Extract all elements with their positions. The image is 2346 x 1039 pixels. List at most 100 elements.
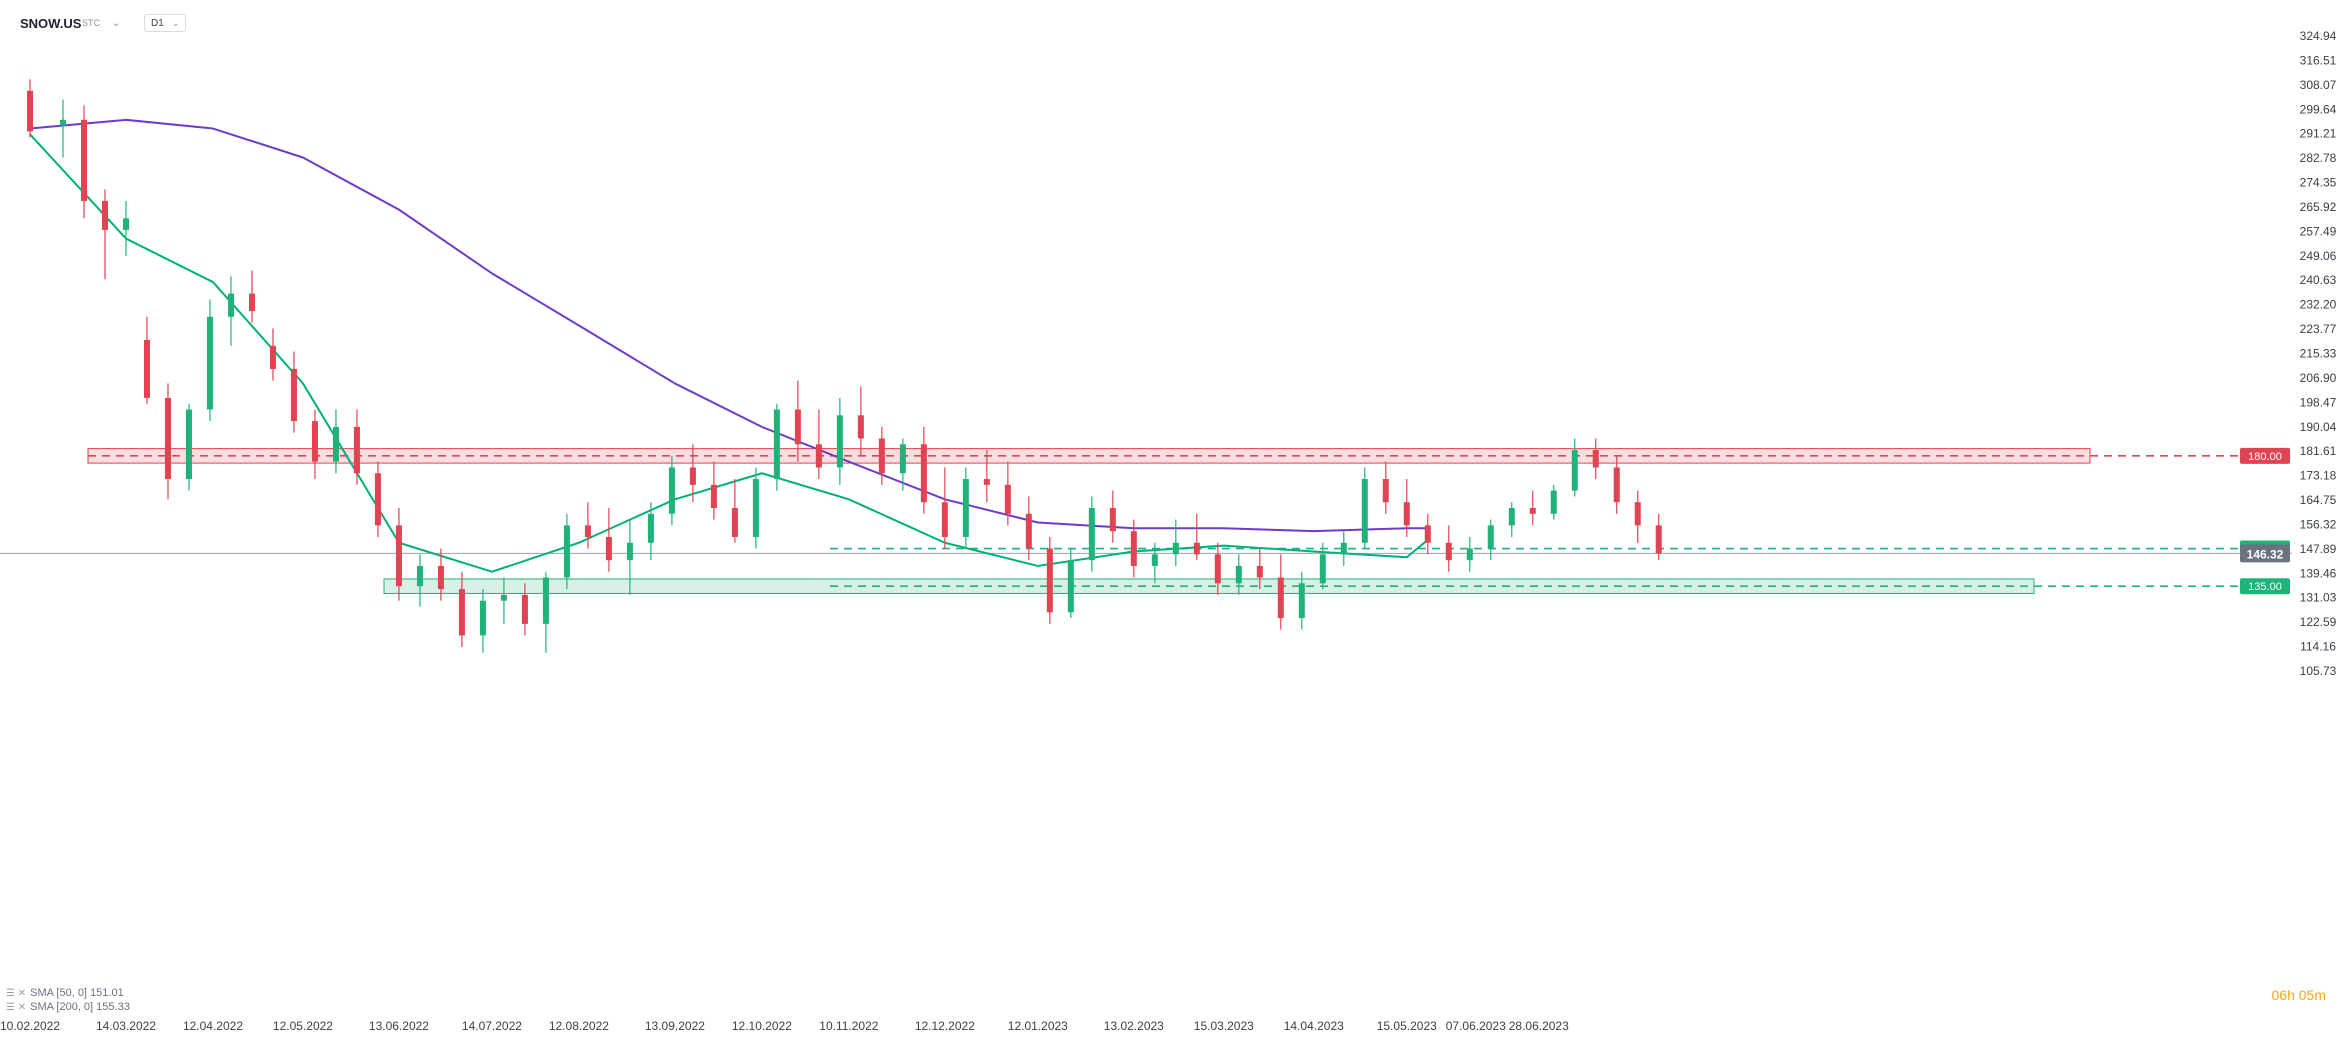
candle-body [1172,542,1179,555]
candle-body [1088,507,1095,561]
x-tick-label: 13.06.2022 [369,1019,429,1033]
y-tick-label: 274.35 [2300,176,2337,190]
x-tick-label: 12.08.2022 [549,1019,609,1033]
x-tick-label: 13.02.2023 [1104,1019,1164,1033]
candle-body [1655,525,1662,554]
data-source-selector[interactable]: STC ⌄ [82,14,120,32]
candle-body [1298,583,1305,619]
y-tick-label: 232.20 [2300,298,2337,312]
timeframe-selector[interactable]: D1 ⌄ [144,14,187,32]
y-tick-label: 240.63 [2300,273,2337,287]
candle-body [689,467,696,485]
candle-body [290,368,297,422]
candle-body [878,438,885,474]
level-badge [2240,447,2290,464]
indicator-settings-icon[interactable]: ☰ ✕ [6,1001,27,1013]
indicator-settings-icon[interactable]: ☰ ✕ [6,987,27,999]
y-tick-label: 181.61 [2300,444,2337,458]
candle-body [1151,554,1158,566]
y-tick-label: 206.90 [2300,371,2337,385]
candle-body [395,525,402,587]
chevron-down-icon: ⌄ [112,17,121,29]
y-tick-label: 147.89 [2300,542,2337,556]
legend-sma200-label: SMA [200, 0] 155.33 [30,1001,130,1013]
level-label: 135.00 [2248,581,2282,593]
y-tick-label: 122.59 [2300,615,2337,629]
candle-body [1403,502,1410,526]
candle-body [584,525,591,537]
level-badge [2240,578,2290,595]
x-tick-label: 14.07.2022 [462,1019,522,1033]
candle-body [521,594,528,624]
candle-body [1445,542,1452,561]
candle-body [710,484,717,508]
candle-body [1235,565,1242,584]
candle-body [794,409,801,445]
x-tick-label: 12.04.2022 [183,1019,243,1033]
x-tick-label: 12.10.2022 [732,1019,792,1033]
chevron-down-icon: ⌄ [171,17,180,28]
y-tick-label: 265.92 [2300,200,2337,214]
candle-body [1109,507,1116,532]
candle-body [1550,490,1557,514]
y-tick-label: 257.49 [2300,224,2337,238]
y-tick-label: 131.03 [2300,591,2337,605]
candle-body [185,409,192,480]
y-tick-label: 114.16 [2300,640,2336,654]
y-tick-label: 139.46 [2300,566,2337,580]
x-tick-label: 14.04.2023 [1284,1019,1344,1033]
candle-body [458,589,465,636]
candle-body [1130,531,1137,566]
candle-body [962,479,969,537]
candle-body [416,565,423,587]
y-tick-label: 249.06 [2300,249,2337,263]
x-tick-label: 14.03.2022 [96,1019,156,1033]
y-tick-label: 223.77 [2300,322,2337,336]
candle-body [1277,577,1284,619]
candle-body [164,397,171,480]
x-tick-label: 12.01.2023 [1008,1019,1068,1033]
candle-body [815,444,822,468]
legend-sma50[interactable]: ☰ ✕ SMA [50, 0] 151.01 [6,987,124,999]
candle-body [626,542,633,561]
candle-body [122,218,129,230]
candle-body [479,600,486,636]
candle-body [353,426,360,474]
candle-body [269,345,276,369]
candle-body [899,444,906,474]
x-tick-label: 10.11.2022 [819,1019,878,1033]
candle-body [1256,565,1263,578]
candle-body [1529,507,1536,514]
timeframe-label: D1 [151,17,164,29]
candle-body [27,90,33,132]
symbol-label[interactable]: SNOW.US [20,15,82,31]
y-tick-label: 324.94 [2300,29,2337,43]
x-tick-label: 28.06.2023 [1509,1019,1569,1033]
legend-sma200[interactable]: ☰ ✕ SMA [200, 0] 155.33 [6,1001,130,1013]
candle-body [1025,513,1032,549]
candle-body [941,502,948,537]
candle-body [1487,525,1494,549]
candle-body [920,444,927,503]
candle-body [1424,525,1431,543]
candle-body [227,293,234,317]
candle-body [1571,450,1578,491]
candle-body [668,467,675,514]
candle-body [1319,554,1326,584]
candle-body [1340,542,1347,555]
y-tick-label: 198.47 [2300,395,2337,409]
candle-body [332,426,339,462]
y-tick-label: 299.64 [2300,102,2337,116]
y-tick-label: 105.73 [2300,664,2337,678]
candle-body [731,507,738,537]
y-tick-label: 308.07 [2300,78,2337,92]
x-tick-label: 15.03.2023 [1194,1019,1254,1033]
candle-body [563,525,570,578]
candle-body [500,594,507,601]
candle-body [311,421,318,462]
candle-body [836,415,843,468]
candle-body [206,316,213,410]
candle-body [752,479,759,537]
candle-body [773,409,780,480]
